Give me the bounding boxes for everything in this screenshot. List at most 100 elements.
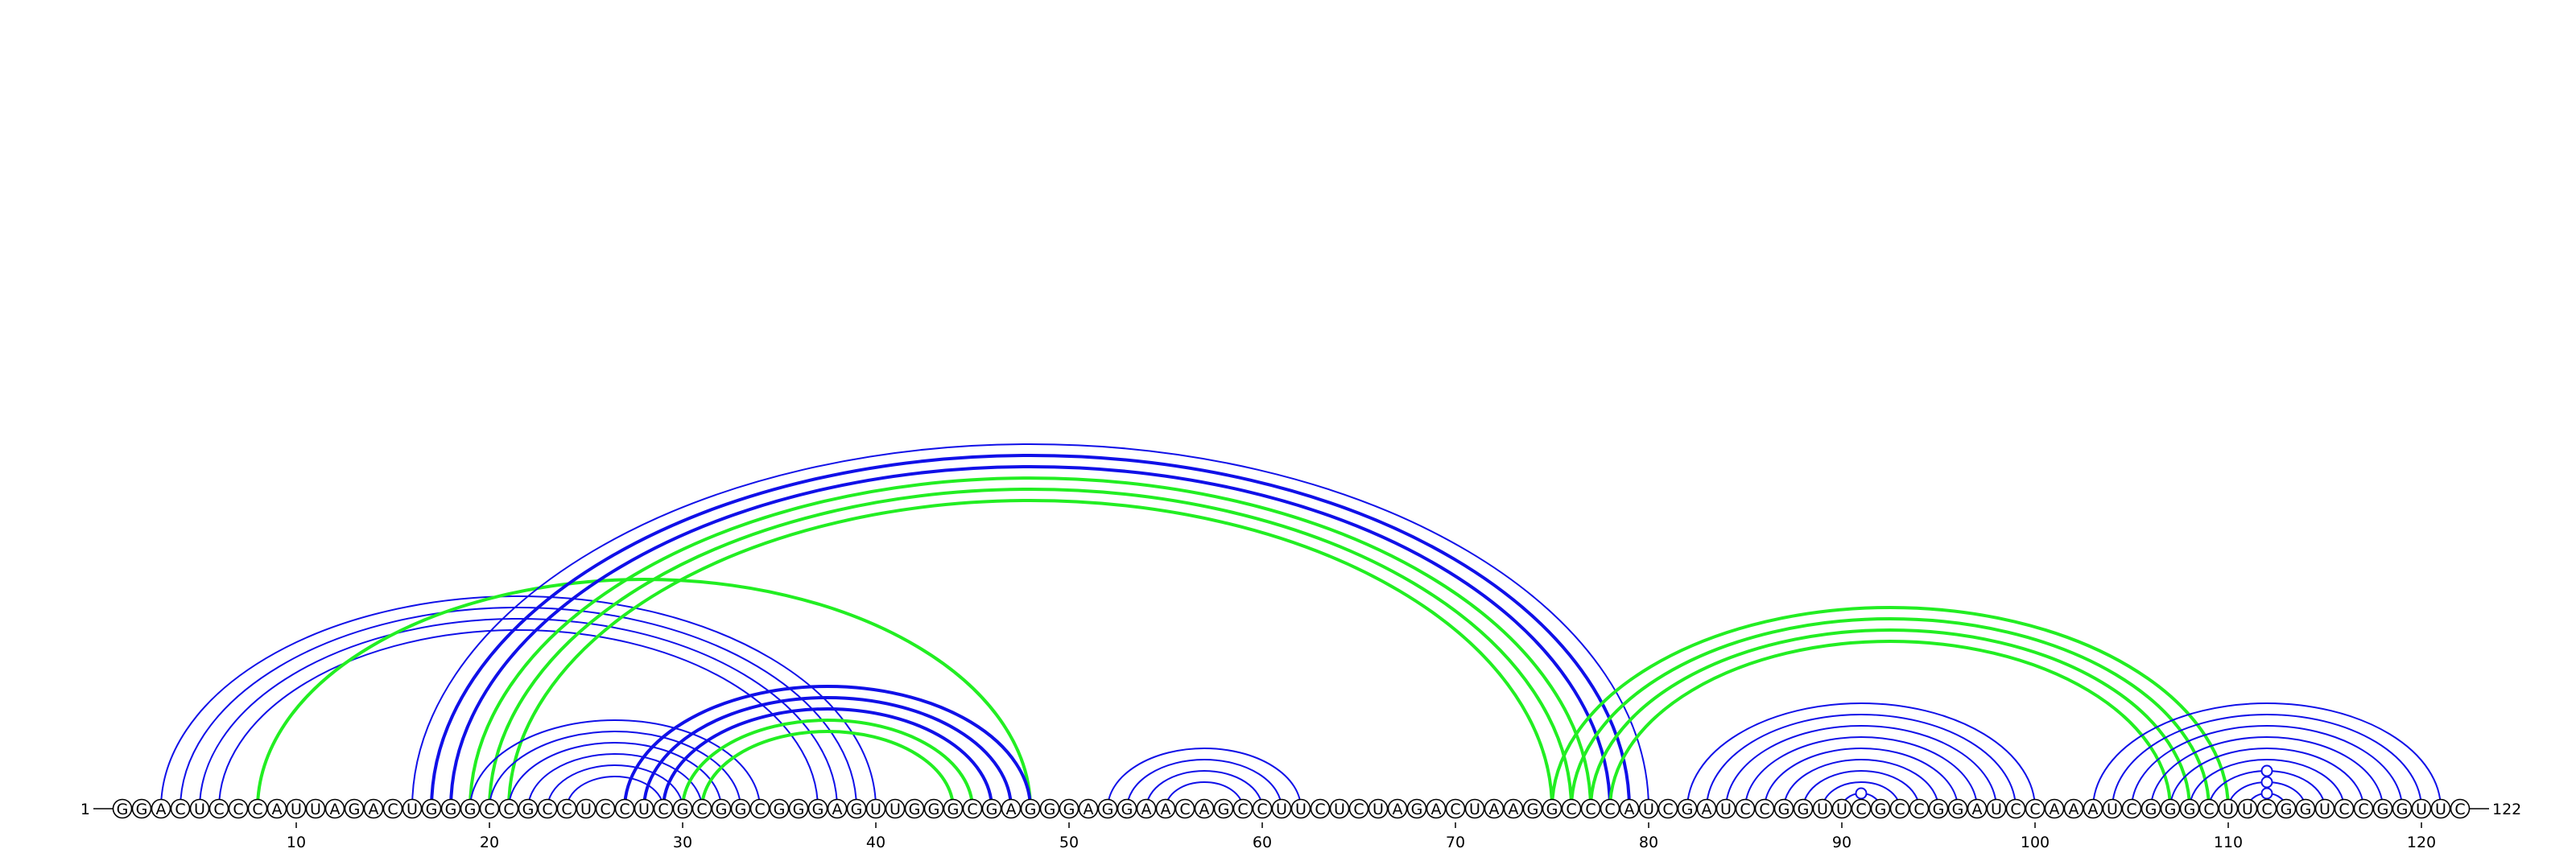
base-pair-arc-19-34 <box>469 719 761 810</box>
nucleotide-22: G <box>518 798 539 819</box>
nucleotide-letter-29: C <box>658 801 668 818</box>
axis-tick-label-120: 120 <box>2407 834 2436 851</box>
nucleotide-circle-67 <box>1387 798 1408 819</box>
nucleotide-circle-74 <box>1522 798 1543 819</box>
nucleotide-letter-85: C <box>1740 801 1750 818</box>
nucleotide-circle-118 <box>2372 798 2393 819</box>
nucleotide-circle-18 <box>440 798 461 819</box>
nucleotide-letter-2: G <box>136 801 148 818</box>
nucleotide-104: U <box>2102 798 2123 819</box>
nucleotide-letter-99: C <box>2010 801 2021 818</box>
nucleotide-letter-65: C <box>1353 801 1364 818</box>
nucleotide-circle-86 <box>1754 798 1775 819</box>
nucleotide-circle-64 <box>1329 798 1350 819</box>
nucleotide-circle-2 <box>131 798 152 819</box>
nucleotide-118: G <box>2372 798 2393 819</box>
nucleotide-letter-113: G <box>2281 801 2293 818</box>
nucleotide-circle-101 <box>2044 798 2065 819</box>
nucleotide-circle-41 <box>885 798 906 819</box>
nucleotide-circle-95 <box>1928 798 1949 819</box>
nucleotide-circle-47 <box>1001 798 1022 819</box>
nucleotide-circle-3 <box>151 798 171 819</box>
base-pair-arc-105-119 <box>2131 725 2403 810</box>
nucleotide-circle-98 <box>1986 798 2007 819</box>
nucleotide-circle-53 <box>1117 798 1137 819</box>
nucleotide-12: A <box>324 798 345 819</box>
nucleotide-circle-9 <box>266 798 287 819</box>
nucleotide-letter-71: U <box>1469 801 1480 818</box>
nucleotide-circle-4 <box>170 798 191 819</box>
nucleotide-circle-21 <box>498 798 519 819</box>
pair-marker-109-115 <box>2260 764 2273 777</box>
nucleotide-circle-93 <box>1889 798 1910 819</box>
axis-tick-label-30: 30 <box>673 834 692 851</box>
nucleotide-letter-38: A <box>832 801 843 818</box>
nucleotide-circle-108 <box>2179 798 2200 819</box>
nucleotide-84: U <box>1715 798 1736 819</box>
nucleotide-20: C <box>479 798 500 819</box>
nucleotide-letter-52: G <box>1102 801 1114 818</box>
nucleotide-letter-103: A <box>2088 801 2099 818</box>
nucleotide-letter-48: G <box>1025 801 1037 818</box>
nucleotide-circle-45 <box>962 798 983 819</box>
nucleotide-circle-103 <box>2083 798 2103 819</box>
nucleotide-letter-59: C <box>1237 801 1248 818</box>
nucleotide-letter-30: G <box>677 801 689 818</box>
nucleotide-27: C <box>614 798 635 819</box>
nucleotide-letter-121: U <box>2435 801 2446 818</box>
nucleotide-circle-77 <box>1580 798 1601 819</box>
nucleotide-circle-31 <box>691 798 712 819</box>
nucleotide-letter-20: C <box>484 801 494 818</box>
nucleotide-46: G <box>981 798 1002 819</box>
nucleotide-circle-115 <box>2314 798 2335 819</box>
base-pair-arc-22-31 <box>527 753 703 810</box>
nucleotide-letter-11: U <box>310 801 321 818</box>
nucleotide-letter-17: G <box>426 801 438 818</box>
nucleotide-circle-68 <box>1406 798 1427 819</box>
nucleotide-circle-26 <box>595 798 616 819</box>
nucleotide-circle-39 <box>846 798 867 819</box>
nucleotide-circle-79 <box>1619 798 1640 819</box>
nucleotide-18: G <box>440 798 461 819</box>
nucleotide-34: C <box>749 798 770 819</box>
nucleotide-circle-69 <box>1426 798 1447 819</box>
nucleotide-66: U <box>1368 798 1389 819</box>
nucleotide-letter-83: A <box>1702 801 1712 818</box>
nucleotide-circle-70 <box>1445 798 1466 819</box>
nucleotide-51: A <box>1078 798 1099 819</box>
nucleotide-108: G <box>2179 798 2200 819</box>
nucleotide-44: G <box>943 798 964 819</box>
nucleotide-letter-106: G <box>2145 801 2157 818</box>
nucleotide-circle-44 <box>943 798 964 819</box>
nucleotide-111: U <box>2237 798 2258 819</box>
nucleotide-circle-76 <box>1561 798 1582 819</box>
nucleotide-letter-93: C <box>1894 801 1905 818</box>
base-pair-arc-85-97 <box>1744 736 1978 810</box>
nucleotide-circle-99 <box>2005 798 2026 819</box>
nucleotide-circle-80 <box>1638 798 1659 819</box>
base-pair-arc-82-100 <box>1686 702 2036 810</box>
nucleotide-circle-111 <box>2237 798 2258 819</box>
nucleotide-36: G <box>788 798 809 819</box>
nucleotide-circle-59 <box>1232 798 1253 819</box>
nucleotide-10: U <box>286 798 307 819</box>
nucleotide-88: G <box>1793 798 1814 819</box>
nucleotide-letter-89: U <box>1817 801 1828 818</box>
nucleotide-68: G <box>1406 798 1427 819</box>
nucleotide-74: G <box>1522 798 1543 819</box>
nucleotide-circle-1 <box>112 798 133 819</box>
nucleotide-103: A <box>2083 798 2103 819</box>
nucleotide-letter-39: G <box>851 801 863 818</box>
base-pair-arc-30-45 <box>681 719 974 810</box>
pair-marker-111-113 <box>2260 787 2273 800</box>
nucleotide-circle-54 <box>1136 798 1157 819</box>
nucleotide-letter-76: C <box>1566 801 1576 818</box>
nucleotide-67: A <box>1387 798 1408 819</box>
nucleotide-letter-16: U <box>407 801 418 818</box>
nucleotide-91: C <box>1851 798 1872 819</box>
nucleotide-circle-27 <box>614 798 635 819</box>
nucleotide-circle-10 <box>286 798 307 819</box>
nucleotide-letter-101: A <box>2050 801 2060 818</box>
nucleotide-circle-24 <box>556 798 577 819</box>
nucleotide-circle-63 <box>1310 798 1331 819</box>
